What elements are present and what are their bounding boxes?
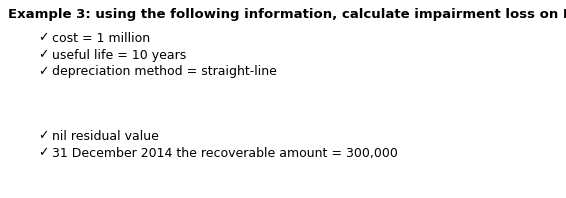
Text: 31 December 2014 the recoverable amount = 300,000: 31 December 2014 the recoverable amount …	[52, 147, 398, 160]
Text: ✓: ✓	[38, 129, 49, 143]
Text: cost = 1 million: cost = 1 million	[52, 31, 150, 45]
Text: ✓: ✓	[38, 49, 49, 62]
Text: depreciation method = straight-line: depreciation method = straight-line	[52, 66, 277, 78]
Text: useful life = 10 years: useful life = 10 years	[52, 49, 186, 62]
Text: ✓: ✓	[38, 31, 49, 45]
Text: Example 3: using the following information, calculate impairment loss on Dc31.20: Example 3: using the following informati…	[8, 8, 566, 21]
Text: nil residual value: nil residual value	[52, 129, 159, 143]
Text: ✓: ✓	[38, 147, 49, 160]
Text: ✓: ✓	[38, 66, 49, 78]
